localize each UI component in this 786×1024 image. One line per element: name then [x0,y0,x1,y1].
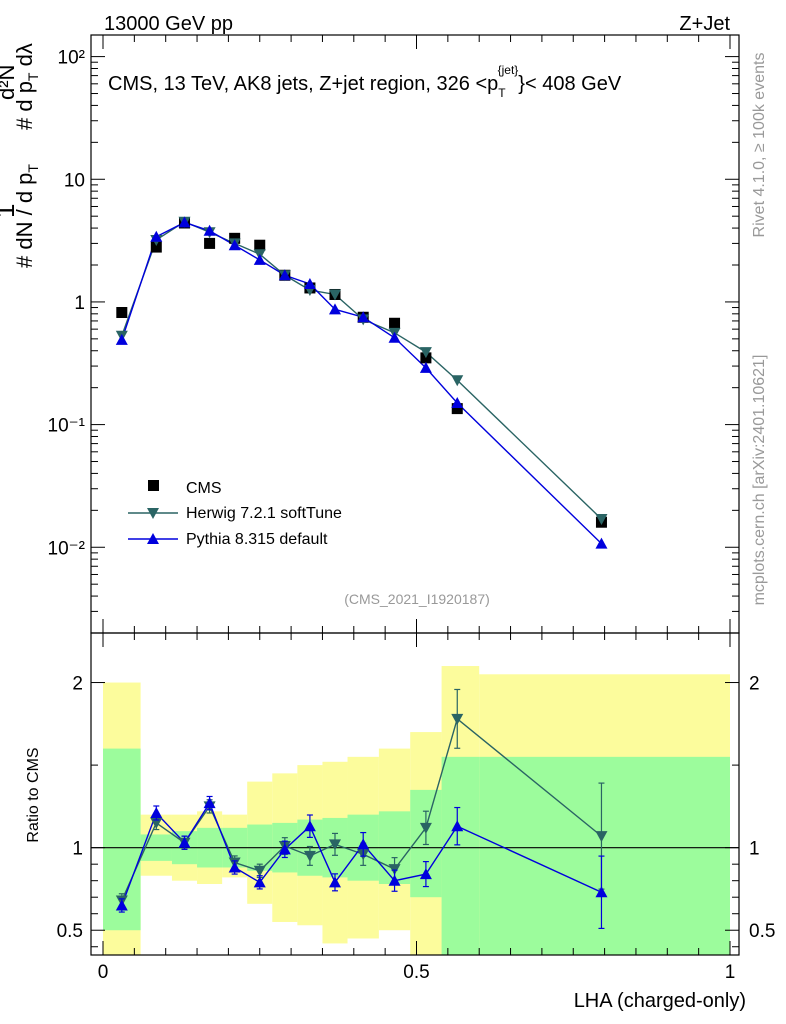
bottom-xtick-label: 0.5 [403,962,429,983]
legend: CMS Herwig 7.2.1 softTune Pythia 8.315 d… [128,480,342,548]
bottom-ytick-label-right: 1 [749,839,760,860]
pythia-ratio-point [115,899,128,911]
x-axis-label: LHA (charged-only) [574,990,746,1012]
pythia-ratio-point [451,820,464,832]
cms-point [389,317,401,329]
bottom-panel-frame [90,632,740,956]
pythia-ratio-point [388,874,401,886]
top-ylabel: # dN / d pT 1 # d pT dλ d²N [0,43,41,268]
pythia-ratio-point [178,836,191,848]
pythia-point [419,361,432,373]
pythia-ratio-point [203,797,216,809]
top-ytick-label: 1 [74,293,85,314]
pythia-point [253,253,266,265]
herwig-ratio-point [150,817,163,829]
bottom-ylabel: Ratio to CMS [25,747,42,842]
plot-title-main: CMS, 13 TeV, AK8 jets, Z+jet region, 326… [108,73,498,95]
bottom-ytick-label-left: 1 [72,839,83,860]
plot-title: CMS, 13 TeV, AK8 jets, Z+jet region, 326… [108,63,622,100]
pythia-point [150,230,163,242]
pythia-point [278,269,291,281]
pythia-point [203,224,216,236]
herwig-ratio-point [595,831,608,843]
pythia-ratio-point [278,843,291,855]
herwig-ratio-point [419,822,432,834]
analysis-tag: (CMS_2021_I1920187) [344,591,490,607]
pythia-ratio-point [303,820,316,832]
top-ytick-label: 10² [58,48,85,69]
top-ytick-label: 10⁻² [48,538,86,559]
herwig-point [451,375,464,387]
pythia-ratio-point [595,886,608,898]
bottom-xtick-label: 0 [98,962,109,983]
top-ylabel-part2: # d pT dλ [12,43,41,130]
cms-point [204,237,216,249]
bottom-ytick-label-right: 2 [749,674,760,695]
bottom-ytick-label-left: 0.5 [57,921,83,942]
legend-pythia-label: Pythia 8.315 default [186,531,328,548]
cms-point [254,239,266,251]
pythia-ratio-point [253,876,266,888]
bottom-panel: 0.5 0.5 1 1 2 2 0 0.5 1 [57,632,775,983]
pythia-point [595,537,608,549]
top-panel: 10⁻² 10⁻¹ 1 10 10² [48,34,740,634]
top-ylabel-part1: # dN / d pT [12,164,41,268]
header-right: Z+Jet [679,13,730,35]
pythia-ratio-point [357,838,370,850]
herwig-ratio-point [303,850,316,862]
legend-cms-marker [148,480,159,491]
top-ytick-label: 10⁻¹ [48,416,86,437]
pythia-point [303,278,316,290]
bottom-xtick-label: 1 [725,962,736,983]
pythia-point [228,239,241,251]
herwig-point [419,347,432,359]
pythia-point [451,396,464,408]
cms-point [451,403,463,415]
pythia-point [115,333,128,345]
pythia-ratio-point [328,876,341,888]
pythia-point [178,216,191,228]
herwig-ratio-point [328,839,341,851]
herwig-ratio-point [253,865,266,877]
herwig-point [595,513,608,525]
herwig-point [328,289,341,301]
pythia-ratio-point [228,861,241,873]
pythia-ratio-line [121,801,602,906]
plot-title-sub: T [498,86,506,100]
rivet-label: Rivet 4.1.0, ≥ 100k events [751,53,768,238]
top-ylabel-part3: d²N [0,65,19,100]
pythia-ratio-point [419,868,432,880]
pythia-point [357,311,370,323]
legend-herwig-label: Herwig 7.2.1 softTune [186,505,342,522]
plot-title-sup: {jet} [498,63,519,77]
pythia-point [328,303,341,315]
ratio-band-inner [441,756,480,955]
legend-cms-label: CMS [186,480,222,497]
plot-title-tail: }< 408 GeV [518,73,622,95]
cms-point [229,232,241,244]
mcplots-label: mcplots.cern.ch [arXiv:2401.10621] [751,355,768,606]
top-ytick-label: 10 [64,170,85,191]
pythia-ratio-point [150,806,163,818]
legend-herwig-marker [147,508,159,519]
herwig-ratio-point [451,713,464,725]
legend-pythia-marker [147,533,159,544]
top-ylabel-one: 1 [0,204,20,218]
cms-point [150,241,162,253]
ratio-band-inner [479,756,730,955]
pythia-point [388,331,401,343]
bottom-ytick-label-right: 0.5 [749,921,775,942]
bottom-ytick-label-left: 2 [72,674,83,695]
header-left: 13000 GeV pp [104,13,233,35]
cms-point [116,307,128,319]
